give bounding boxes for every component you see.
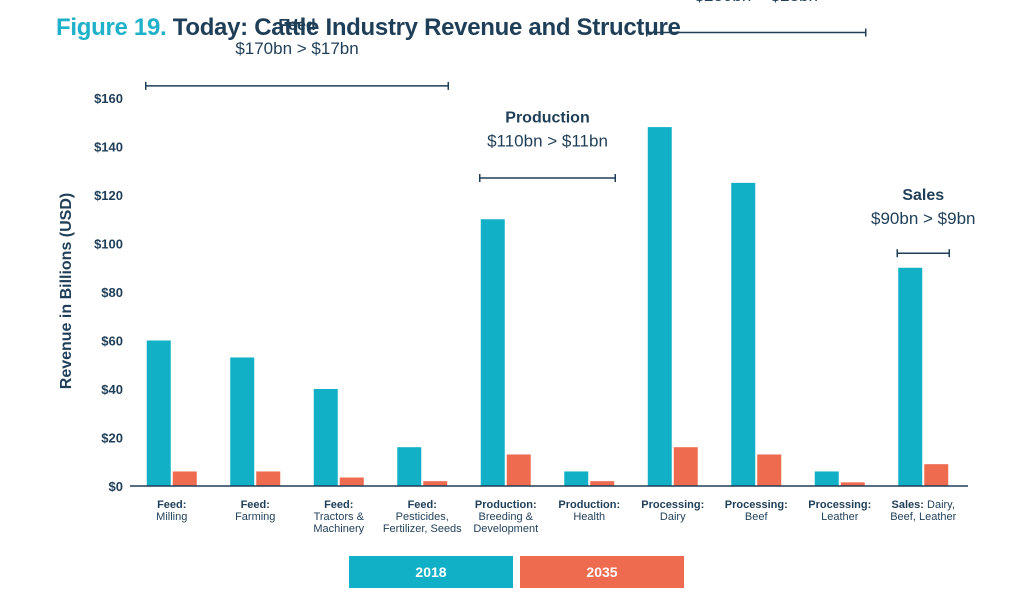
bar-2035-2 xyxy=(339,477,364,486)
bar-2018-1 xyxy=(230,357,255,486)
group-annotations: Feed $170bn > $17bn Production $110bn > $11… xyxy=(145,0,975,258)
y-tick-label: $140 xyxy=(94,140,123,155)
legend-2018: 2018 xyxy=(349,556,513,588)
group-name: Feed xyxy=(278,17,315,34)
bar-2018-7 xyxy=(731,182,756,486)
bar-2035-3 xyxy=(423,481,448,486)
bars xyxy=(146,127,949,486)
bar-2018-2 xyxy=(313,389,338,486)
bar-2035-6 xyxy=(673,447,698,486)
bar-2018-0 xyxy=(146,340,171,486)
x-tick-label: Feed: Milling xyxy=(156,499,187,523)
y-tick-label: $20 xyxy=(101,431,123,446)
y-tick-label: $60 xyxy=(101,334,123,349)
bar-2035-8 xyxy=(840,482,865,486)
bar-2018-3 xyxy=(397,447,422,486)
group-range: $110bn > $11bn xyxy=(487,131,608,150)
group-production: Production $110bn > $11bn xyxy=(479,109,616,183)
bar-2018-5 xyxy=(564,471,589,486)
y-tick-label: $160 xyxy=(94,91,123,106)
x-tick-label: Processing: Beef xyxy=(725,499,788,523)
legend-2035: 2035 xyxy=(520,556,684,588)
bar-2018-6 xyxy=(647,127,672,486)
bar-2035-9 xyxy=(924,464,949,486)
bar-2018-4 xyxy=(480,219,505,486)
x-axis-labels: Feed: Milling Feed: Farming Feed: Tractors & M… xyxy=(156,499,956,535)
bar-2035-7 xyxy=(757,454,782,486)
x-tick-label: Sales: Dairy, Beef, Leather xyxy=(890,499,956,523)
y-axis-label: Revenue in Billions (USD) xyxy=(58,193,75,389)
y-tick-label: $100 xyxy=(94,237,123,252)
group-processing: Processing$280bn > $28bn xyxy=(646,0,867,37)
group-name: Production xyxy=(505,109,589,126)
title-text: Today: Cattle Industry Revenue and Struc… xyxy=(172,14,681,41)
bar-2018-8 xyxy=(814,471,839,486)
chart-title: Figure 19. Today: Cattle Industry Revenu… xyxy=(56,14,681,42)
y-tick-label: $120 xyxy=(94,188,123,203)
group-feed: Feed $170bn > $17bn xyxy=(145,17,449,90)
x-tick-label: Feed: Farming xyxy=(235,499,275,523)
x-tick-label: Feed: Pesticides, Fertilizer, Seeds xyxy=(383,499,462,535)
figure-label: Figure 19. xyxy=(56,14,167,41)
bar-2018-9 xyxy=(898,267,923,486)
group-name: Sales xyxy=(902,187,944,204)
bar-2035-0 xyxy=(172,471,197,486)
bar-2035-5 xyxy=(590,481,615,486)
group-range: $280bn > $28bn xyxy=(695,0,818,5)
bar-2035-4 xyxy=(506,454,531,486)
y-tick-label: $40 xyxy=(101,382,123,397)
x-tick-label: Processing: Dairy xyxy=(641,499,704,523)
y-tick-label: $80 xyxy=(101,285,123,300)
group-range: $90bn > $9bn xyxy=(871,209,975,228)
bar-2035-1 xyxy=(256,471,281,486)
x-tick-label: Feed: Tractors & Machinery xyxy=(313,499,364,535)
x-tick-label: Production: Breeding & Development xyxy=(473,499,538,535)
y-tick-label: $0 xyxy=(109,479,123,494)
y-axis: $0 $20 $40 $60 $80 $100 $120 $140 $160 xyxy=(94,91,123,494)
x-tick-label: Production: Health xyxy=(558,499,620,523)
group-range: $170bn > $17bn xyxy=(235,39,358,58)
group-sales: Sales $90bn > $9bn xyxy=(871,187,975,258)
x-tick-label: Processing: Leather xyxy=(808,499,871,523)
